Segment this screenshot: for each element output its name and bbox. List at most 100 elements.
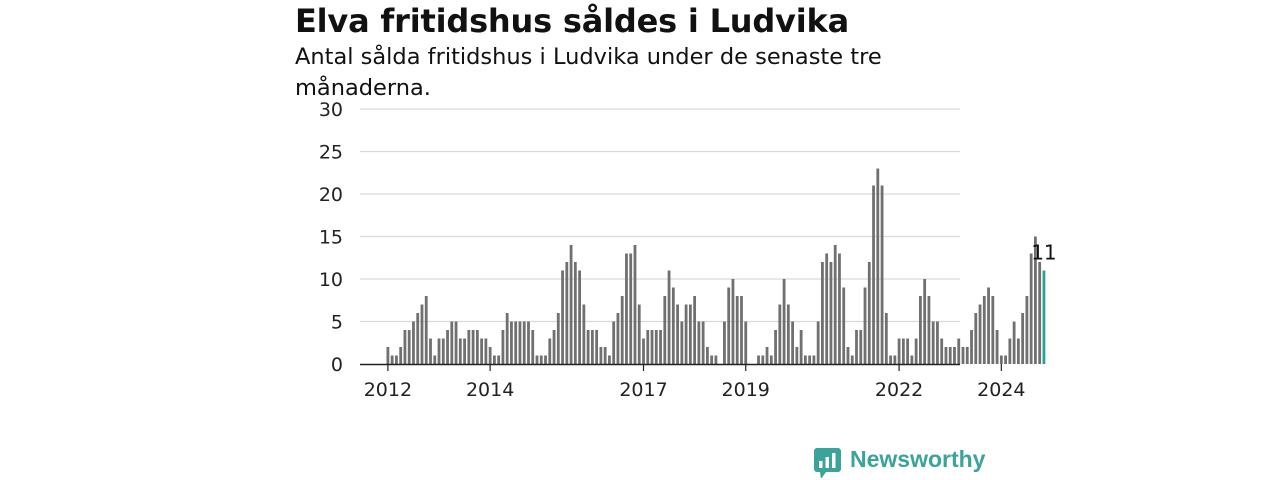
bar: [727, 287, 731, 364]
bar: [1021, 313, 1025, 364]
bar: [497, 355, 501, 364]
bar: [765, 347, 769, 364]
y-tick-label: 5: [331, 312, 343, 334]
bar: [595, 330, 599, 364]
chart-subtitle: Antal sålda fritidshus i Ludvika under d…: [295, 44, 882, 101]
bar: [808, 355, 812, 364]
bar: [816, 321, 820, 364]
bar: [799, 330, 803, 364]
bar: [514, 321, 518, 364]
bar: [441, 338, 445, 364]
bar: [999, 355, 1003, 364]
bar: [778, 304, 782, 364]
x-tick-label: 2024: [977, 379, 1025, 401]
bar: [795, 347, 799, 364]
bar: [471, 330, 475, 364]
bar: [803, 355, 807, 364]
bar: [616, 313, 620, 364]
bar: [833, 245, 837, 364]
bar: [582, 304, 586, 364]
bar: [982, 296, 986, 364]
bar: [535, 355, 539, 364]
bar: [556, 313, 560, 364]
bar: [693, 296, 697, 364]
newsworthy-logo-icon: [814, 448, 841, 478]
bar: [769, 355, 773, 364]
y-tick-label: 0: [331, 354, 343, 376]
bar: [974, 313, 978, 364]
bar: [970, 330, 973, 364]
bar: [1016, 338, 1020, 364]
bar: [671, 287, 675, 364]
bar: [842, 287, 846, 364]
bar: [450, 321, 454, 364]
y-tick-label: 20: [319, 184, 343, 206]
bar: [390, 355, 394, 364]
bar: [510, 321, 513, 364]
newsworthy-logo: Newsworthy: [814, 446, 994, 480]
bar: [855, 330, 858, 364]
bar: [829, 262, 833, 364]
bar: [552, 330, 556, 364]
bar: [625, 253, 628, 364]
bar: [680, 321, 684, 364]
bar-highlight: [1042, 270, 1046, 364]
bar: [505, 313, 509, 364]
logo-text: Newsworthy: [850, 446, 986, 472]
bar: [884, 313, 888, 364]
y-tick-label: 25: [319, 142, 343, 164]
bar: [433, 355, 437, 364]
bar: [919, 296, 922, 364]
y-tick-label: 15: [319, 227, 343, 249]
bar: [880, 185, 884, 364]
bar: [863, 287, 867, 364]
bar: [1004, 355, 1007, 364]
bars: [360, 168, 1046, 366]
bar: [714, 355, 718, 364]
bar: [642, 338, 645, 364]
bar: [786, 304, 790, 364]
y-tick-label: 10: [319, 269, 343, 291]
bar: [731, 279, 735, 364]
bar: [531, 330, 535, 364]
bar: [403, 330, 407, 364]
bar: [872, 185, 875, 364]
bar: [424, 296, 428, 364]
bar: [906, 338, 910, 364]
bar: [612, 321, 616, 364]
bar: [936, 321, 939, 364]
bar: [859, 330, 863, 364]
bar: [569, 245, 573, 364]
bar: [1034, 236, 1037, 364]
bar: [825, 253, 829, 364]
bar: [480, 338, 484, 364]
bar: [791, 321, 794, 364]
bar: [539, 355, 543, 364]
bar: [723, 321, 726, 364]
bar: [876, 168, 880, 364]
bar: [667, 270, 671, 364]
bar: [838, 253, 841, 364]
bar: [386, 347, 390, 364]
bar: [484, 338, 488, 364]
bar: [846, 347, 850, 364]
y-tick-label: 30: [319, 99, 343, 121]
bar: [467, 330, 471, 364]
bar: [407, 330, 411, 364]
data-labels: 11: [1031, 241, 1056, 265]
bar: [573, 262, 577, 364]
bar: [782, 279, 786, 364]
bar: [697, 321, 701, 364]
bar: [420, 304, 424, 364]
bar: [412, 321, 415, 364]
bar: [812, 355, 816, 364]
bar: [757, 355, 760, 364]
bar: [740, 296, 743, 364]
bar: [637, 304, 641, 364]
bar: [1012, 321, 1016, 364]
x-tick-label: 2022: [875, 379, 923, 401]
bar: [991, 296, 995, 364]
bar: [608, 355, 611, 364]
bar: [659, 330, 662, 364]
